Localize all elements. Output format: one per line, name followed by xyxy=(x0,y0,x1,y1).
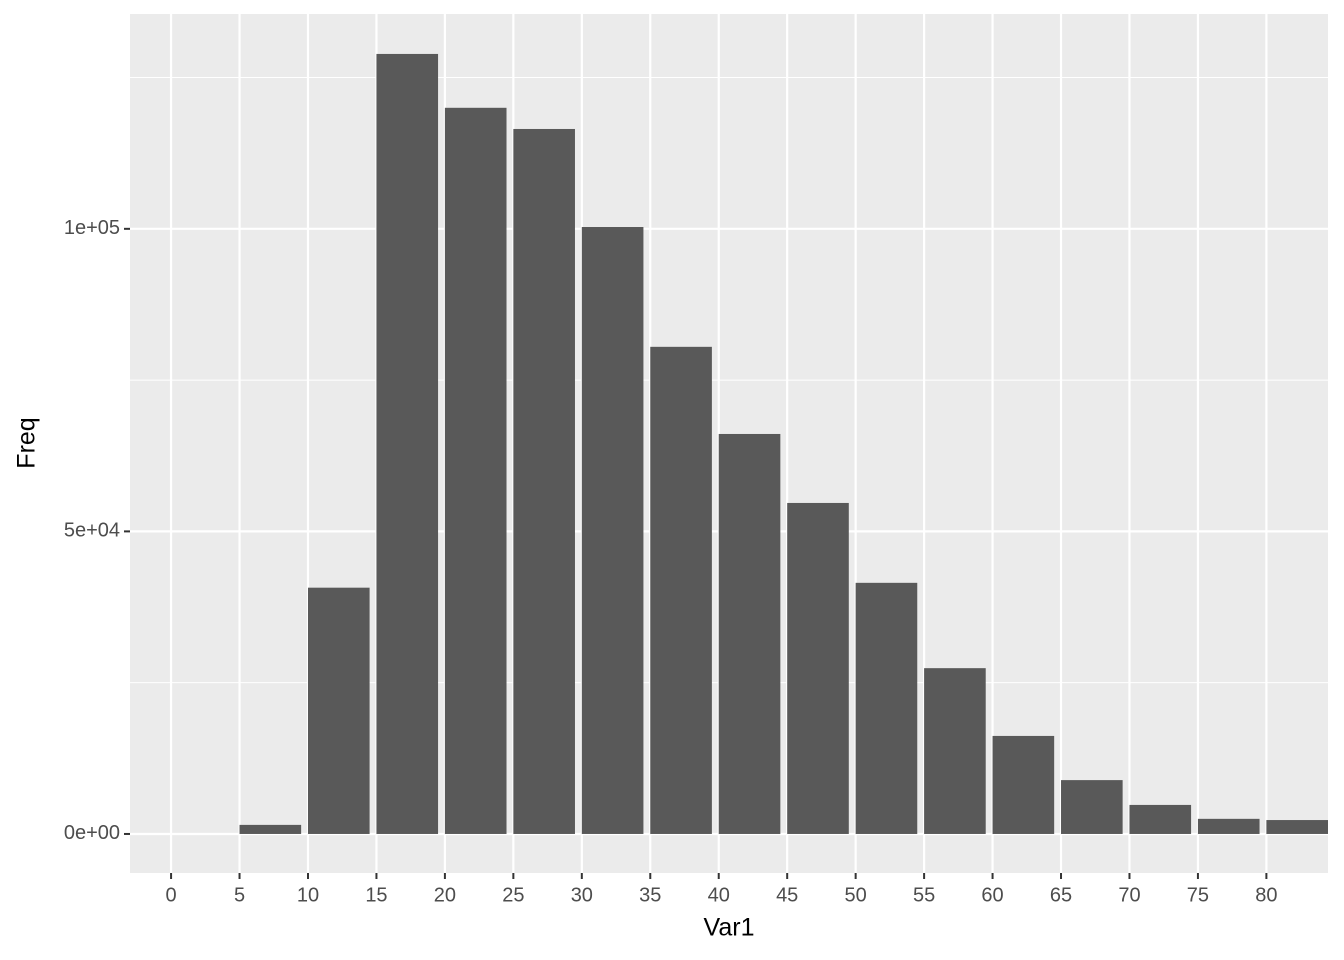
bar xyxy=(718,433,781,834)
bar xyxy=(1266,820,1328,834)
y-axis-title: Freq xyxy=(13,417,41,468)
x-tick-label: 60 xyxy=(981,884,1003,906)
bar xyxy=(444,107,507,834)
y-tick-label: 0e+00 xyxy=(64,822,120,844)
x-tick-label: 45 xyxy=(776,884,798,906)
bar xyxy=(513,128,575,834)
x-tick-label: 25 xyxy=(502,884,524,906)
bar xyxy=(787,502,849,834)
x-tick-label: 40 xyxy=(708,884,730,906)
bar xyxy=(307,587,370,834)
x-tick-label: 35 xyxy=(639,884,661,906)
x-tick-label: 50 xyxy=(845,884,867,906)
x-axis-title: Var1 xyxy=(704,914,755,942)
x-tick-label: 70 xyxy=(1118,884,1140,906)
bar xyxy=(376,53,439,834)
y-tick-label: 1e+05 xyxy=(64,217,120,239)
x-tick-label: 75 xyxy=(1187,884,1209,906)
x-tick-label: 10 xyxy=(297,884,319,906)
bar xyxy=(1061,780,1123,834)
x-tick-label: 15 xyxy=(365,884,387,906)
x-tick-label: 5 xyxy=(234,884,245,906)
x-tick-label: 30 xyxy=(571,884,593,906)
bar xyxy=(992,735,1055,834)
x-tick-label: 65 xyxy=(1050,884,1072,906)
bar xyxy=(1197,818,1260,834)
bar xyxy=(1129,804,1192,834)
x-tick-label: 20 xyxy=(434,884,456,906)
bar xyxy=(650,346,712,834)
bar xyxy=(855,582,918,834)
x-tick-label: 55 xyxy=(913,884,935,906)
bar xyxy=(924,668,986,834)
y-tick-label: 5e+04 xyxy=(64,520,120,542)
x-tick-label: 80 xyxy=(1255,884,1277,906)
bar xyxy=(581,227,644,834)
x-tick-label: 0 xyxy=(166,884,177,906)
bar xyxy=(239,824,302,834)
